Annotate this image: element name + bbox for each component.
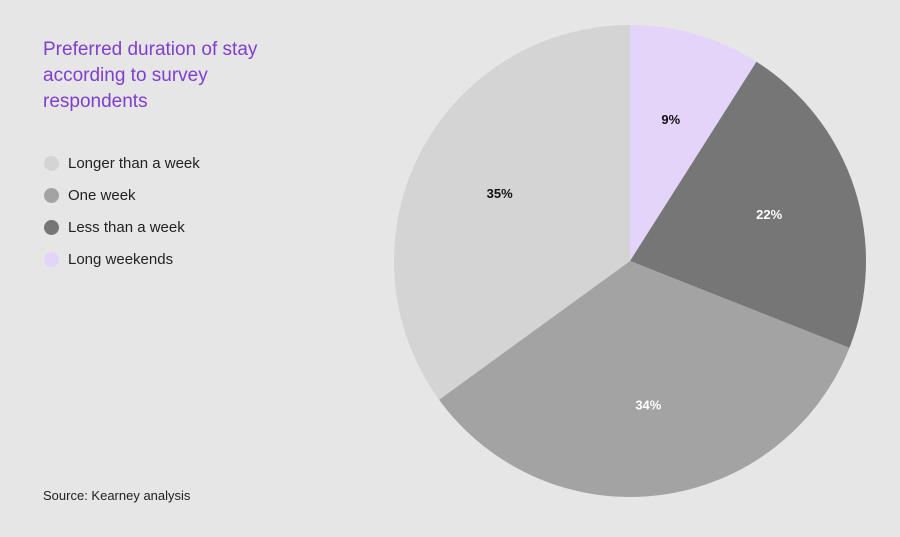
legend-item-longer-than-a-week: Longer than a week [44, 147, 200, 179]
legend-swatch [44, 155, 59, 171]
slice-label-long-weekends: 9% [661, 112, 680, 127]
legend-label: Less than a week [68, 218, 185, 236]
legend-label: Long weekends [68, 250, 174, 268]
legend-label: One week [68, 186, 136, 204]
slice-label-less-than-a-week: 22% [756, 207, 782, 222]
legend-item-long-weekends: Long weekends [44, 243, 200, 275]
chart-title: Preferred duration of stay according to … [43, 39, 258, 112]
pie-slice-longer-than-a-week [394, 25, 630, 400]
pie-slice-one-week [439, 261, 850, 498]
pie-slice-less-than-a-week [630, 61, 866, 348]
legend-item-less-than-a-week: Less than a week [44, 211, 200, 243]
legend-swatch [44, 251, 59, 267]
legend-swatch [44, 219, 59, 235]
slice-label-one-week: 34% [635, 398, 661, 413]
slice-label-longer-than-a-week: 35% [487, 186, 513, 201]
legend-label: Longer than a week [68, 154, 200, 172]
legend-item-one-week: One week [44, 179, 200, 211]
source-note: Source: Kearney analysis [43, 488, 191, 503]
chart-legend: Longer than a week One week Less than a … [44, 147, 200, 275]
legend-swatch [44, 187, 59, 203]
pie-slice-long-weekends [630, 25, 757, 261]
